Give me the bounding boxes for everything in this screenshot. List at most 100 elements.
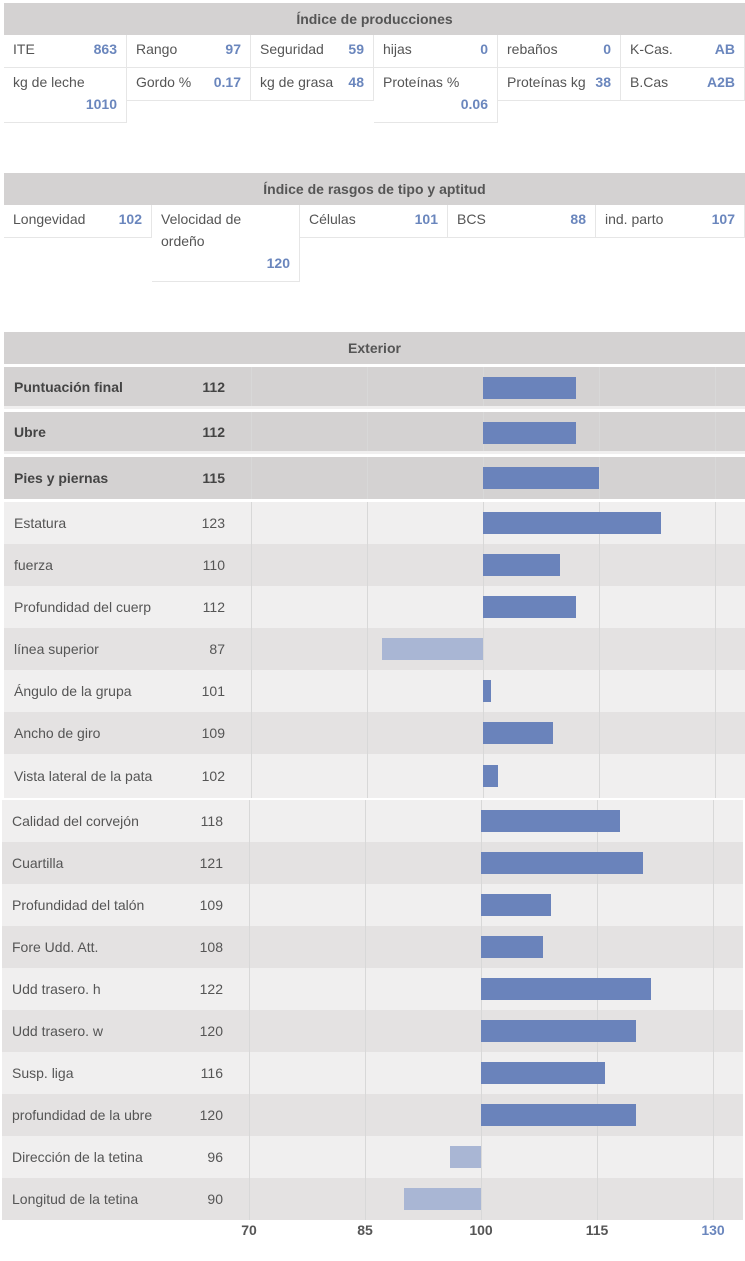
gridline [365, 968, 366, 1010]
exterior-row: Cuartilla 121 [2, 842, 743, 884]
gridline [715, 544, 716, 586]
prod-label: Seguridad [260, 41, 324, 57]
gridline [715, 367, 716, 406]
trait-name: Estatura [14, 515, 67, 531]
prod-value: A2B [706, 74, 735, 90]
gridline [715, 412, 716, 451]
prod-label: Proteínas kg [507, 74, 586, 90]
prod-cell: B.Cas A2B [621, 68, 745, 101]
gridline [249, 800, 250, 842]
trait-bar [481, 1062, 605, 1084]
trait-score: 120 [199, 1023, 223, 1039]
prod-label: hijas [383, 41, 412, 57]
gridline [251, 457, 252, 499]
exterior-row: Calidad del corvejón 118 [2, 800, 743, 842]
gridline [251, 712, 252, 754]
trait-name: Udd trasero. h [12, 981, 101, 997]
gridline [365, 884, 366, 926]
trait-score: 87 [209, 641, 225, 657]
trait-bar [450, 1146, 481, 1168]
gridline [599, 457, 600, 499]
gridline [597, 1178, 598, 1220]
trait-name: Cuartilla [12, 855, 64, 871]
gridline [367, 712, 368, 754]
trait-bar [483, 554, 561, 576]
gridline [249, 926, 250, 968]
axis-tick-label: 130 [701, 1222, 725, 1238]
exterior-row: Dirección de la tetina 96 [2, 1136, 743, 1178]
gridline [599, 544, 600, 586]
gridline [599, 628, 600, 670]
gridline [597, 1136, 598, 1178]
gridline [599, 367, 600, 406]
prod-cell: Proteínas % 0.06 [374, 68, 498, 123]
trait-score: 123 [201, 515, 225, 531]
exterior-row: Pies y piernas 115 [4, 457, 745, 499]
trait-score: 121 [199, 855, 223, 871]
exterior-row: Vista lateral de la pata 102 [4, 754, 745, 798]
gridline [715, 457, 716, 499]
gridline [251, 754, 252, 798]
prod-label: Rango [136, 41, 178, 57]
prod-cell: K-Cas. AB [621, 35, 745, 68]
trait-bar [483, 765, 499, 787]
prod-value: 863 [93, 41, 117, 57]
gridline [715, 670, 716, 712]
prod-cell: Rango 97 [127, 35, 251, 68]
gridline [713, 842, 714, 884]
axis-tick-label: 70 [241, 1222, 257, 1238]
prod-value: 48 [348, 74, 364, 90]
gridline [365, 1010, 366, 1052]
gridline [715, 502, 716, 544]
prod-value: 1010 [85, 96, 117, 112]
prod-cell: Seguridad 59 [251, 35, 374, 68]
tipo-cell: BCS 88 [448, 205, 596, 238]
trait-bar [483, 680, 491, 702]
gridline [249, 884, 250, 926]
gridline [367, 457, 368, 499]
gridline [715, 754, 716, 798]
gridline [365, 926, 366, 968]
prod-value: 59 [348, 41, 364, 57]
tipo-cell: Velocidad de ordeño 120 [152, 205, 300, 282]
trait-name: Profundidad del talón [12, 897, 145, 913]
trait-bar [483, 512, 661, 534]
trait-bar [481, 810, 621, 832]
gridline [365, 1094, 366, 1136]
gridline [597, 926, 598, 968]
axis-tick-label: 115 [585, 1222, 609, 1238]
prod-cell: Gordo % 0.17 [127, 68, 251, 101]
trait-name: fuerza [14, 557, 53, 573]
gridline [599, 670, 600, 712]
trait-name: línea superior [14, 641, 99, 657]
trait-score: 90 [207, 1191, 223, 1207]
gridline [251, 628, 252, 670]
trait-name: Udd trasero. w [12, 1023, 104, 1039]
trait-name: Ángulo de la grupa [14, 683, 132, 699]
trait-name: Fore Udd. Att. [12, 939, 99, 955]
prod-label: Gordo % [136, 74, 192, 90]
trait-bar [483, 422, 576, 444]
trait-bar [483, 722, 553, 744]
prod-cell: hijas 0 [374, 35, 498, 68]
trait-score: 112 [202, 423, 225, 440]
prod-value: 0.17 [213, 74, 241, 90]
trait-score: 102 [201, 768, 225, 784]
exterior-row: Susp. liga 116 [2, 1052, 743, 1094]
prod-label: ITE [13, 41, 35, 57]
trait-bar [483, 377, 576, 399]
trait-bar [403, 1188, 481, 1210]
exterior-row: Udd trasero. w 120 [2, 1010, 743, 1052]
prod-label: kg de grasa [260, 74, 334, 90]
tipo-label: Células [309, 211, 356, 227]
gridline [249, 1178, 250, 1220]
trait-name: Susp. liga [12, 1065, 74, 1081]
gridline [365, 800, 366, 842]
prod-cell: rebaños 0 [498, 35, 621, 68]
exterior-row: fuerza 110 [4, 544, 745, 586]
gridline [251, 412, 252, 451]
exterior-row: línea superior 87 [4, 628, 745, 670]
prod-value: 97 [225, 41, 241, 57]
exterior-row: Estatura 123 [4, 502, 745, 544]
gridline [599, 712, 600, 754]
